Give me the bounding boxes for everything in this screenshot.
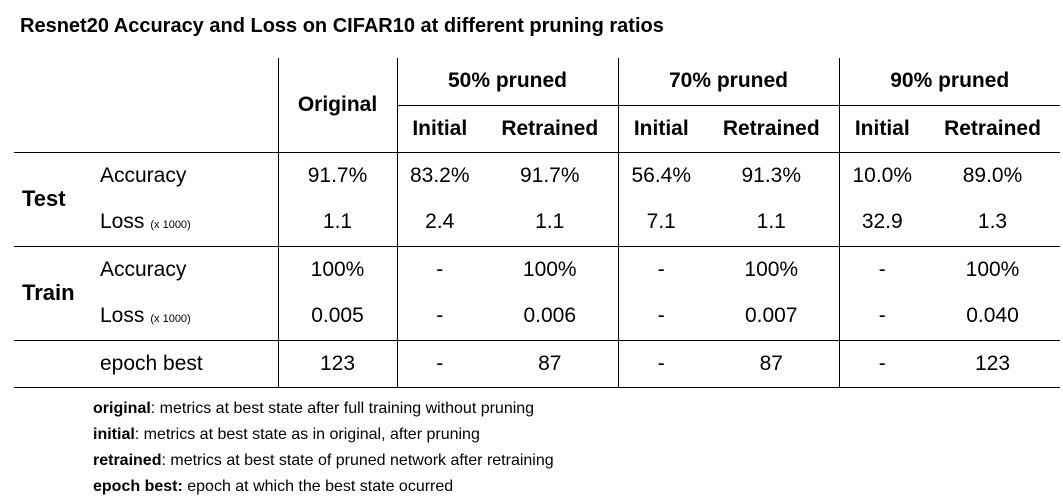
- legend-term: epoch best:: [93, 478, 183, 495]
- table-cell: -: [617, 339, 704, 388]
- table-cell: 100%: [482, 245, 618, 293]
- legend-term: retrained: [93, 452, 162, 469]
- legend-desc: : metrics at best state as in original, …: [134, 426, 480, 443]
- table-title: Resnet20 Accuracy and Loss on CIFAR10 at…: [20, 15, 664, 37]
- header-original: Original: [277, 58, 397, 152]
- table-cell: 56.4%: [617, 151, 704, 199]
- header-group-90: 90% pruned: [838, 58, 1060, 106]
- table-row: Loss (x 1000) 1.1 2.4 1.1 7.1 1.1 32.9 1.…: [14, 199, 1060, 246]
- metric-label-accuracy: Accuracy: [92, 245, 278, 293]
- table-cell: 100%: [704, 245, 839, 293]
- corner-cell: [14, 58, 278, 105]
- table-cell: 0.005: [277, 293, 397, 340]
- metric-label-loss: Loss (x 1000): [92, 199, 278, 246]
- table-cell: 1.1: [277, 199, 397, 246]
- table-cell: 1.1: [535, 210, 565, 234]
- table-cell: 123: [277, 339, 397, 388]
- metric-label-epoch-best: epoch best: [92, 339, 278, 388]
- legend-item: epoch best: epoch at which the best stat…: [93, 474, 554, 500]
- metric-unit: (x 1000): [150, 219, 191, 232]
- header-initial-50: Initial: [396, 105, 482, 152]
- table-row: epoch best 123 - 87 - 87 - 123: [14, 339, 1060, 388]
- table-cell: -: [617, 293, 704, 340]
- header-retrained-90: Retrained: [944, 116, 1041, 140]
- table-cell: 0.006: [523, 304, 577, 328]
- table-cell: 10.0%: [838, 151, 925, 199]
- section-label-train: Train: [14, 245, 92, 340]
- empty-cell: [14, 339, 92, 388]
- legend-term: initial: [93, 426, 135, 443]
- table-cell: 87: [482, 339, 618, 388]
- table-row: Test Accuracy 91.7% 83.2% 91.7% 56.4% 91…: [14, 151, 1060, 246]
- section-label-test: Test: [14, 151, 92, 246]
- metric-unit: (x 1000): [150, 313, 191, 326]
- metric-label-accuracy: Accuracy: [92, 151, 278, 199]
- table-cell: 0.007: [744, 304, 798, 328]
- table-cell: -: [838, 293, 925, 340]
- legend-desc: : metrics at best state of pruned networ…: [161, 452, 554, 469]
- table-cell: 32.9: [838, 199, 925, 246]
- legend-desc: : metrics at best state after full train…: [150, 400, 535, 417]
- metric-label-loss-text: Loss: [100, 304, 145, 328]
- table-cell: 7.1: [617, 199, 704, 246]
- table-cell: 91.3%: [704, 151, 839, 199]
- legend-term: original: [93, 400, 151, 417]
- table-cell: 0.040: [966, 304, 1019, 328]
- table-cell: -: [838, 339, 925, 388]
- header-initial-90: Initial: [838, 105, 925, 152]
- table-cell: -: [617, 245, 704, 293]
- metric-label-loss-text: Loss: [100, 210, 145, 234]
- header-retrained-50: Retrained: [501, 116, 599, 140]
- metric-label-loss: Loss (x 1000): [92, 293, 278, 340]
- results-table: Original 50% pruned 70% pruned 90% prune…: [14, 58, 1060, 388]
- table-cell: 2.4: [396, 199, 482, 246]
- legend-desc: epoch at which the best state ocurred: [182, 478, 454, 495]
- table-cell: 91.7%: [482, 151, 618, 199]
- table-cell: 1.3: [977, 210, 1008, 234]
- table-cell: 100%: [925, 245, 1060, 293]
- table-cell: 91.7%: [277, 151, 397, 199]
- table-cell: 1.1: [756, 210, 786, 234]
- table-cell: 123: [925, 339, 1060, 388]
- table-cell: 83.2%: [396, 151, 482, 199]
- table-cell: -: [396, 293, 482, 340]
- header-initial-70: Initial: [617, 105, 704, 152]
- header-group-50: 50% pruned: [396, 58, 618, 106]
- table-cell: 100%: [277, 245, 397, 293]
- table-cell: -: [838, 245, 925, 293]
- legend: original: metrics at best state after fu…: [93, 396, 554, 500]
- legend-item: retrained: metrics at best state of prun…: [93, 448, 554, 474]
- table-cell: 89.0%: [925, 151, 1060, 199]
- table-row: Train Accuracy 100% - 100% - 100% - 100%: [14, 245, 1060, 340]
- legend-item: initial: metrics at best state as in ori…: [93, 422, 554, 448]
- header-retrained-70: Retrained: [722, 116, 820, 140]
- legend-item: original: metrics at best state after fu…: [93, 396, 554, 422]
- table-row: Loss (x 1000) 0.005 - 0.006 - 0.007 - 0.0…: [14, 293, 1060, 340]
- header-group-70: 70% pruned: [617, 58, 839, 106]
- table-cell: -: [396, 339, 482, 388]
- table-cell: -: [396, 245, 482, 293]
- corner-cell-lower: [14, 105, 278, 152]
- table-cell: 87: [704, 339, 839, 388]
